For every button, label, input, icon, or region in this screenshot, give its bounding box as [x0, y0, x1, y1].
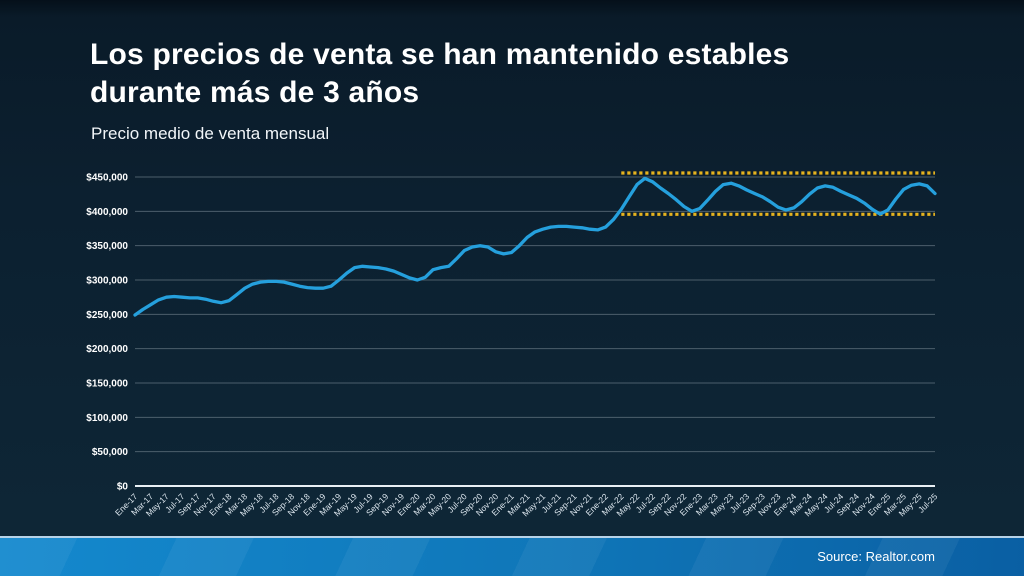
y-tick-label: $400,000 [86, 207, 128, 218]
y-tick-label: $0 [117, 482, 129, 493]
price-line [133, 176, 937, 317]
y-tick-label: $250,000 [86, 310, 128, 321]
source-label: Source: Realtor.com [817, 549, 935, 564]
y-tick-label: $200,000 [86, 344, 128, 355]
y-tick-label: $100,000 [86, 413, 128, 424]
footer-bar: Source: Realtor.com [0, 536, 1024, 576]
chart-subtitle: Precio medio de venta mensual [91, 124, 330, 143]
title-line-1: Los precios de venta se han mantenido es… [90, 38, 790, 71]
y-tick-label: $50,000 [92, 447, 129, 458]
y-tick-label: $450,000 [86, 173, 128, 184]
title-line-2: durante más de 3 años [90, 76, 420, 109]
y-tick-label: $150,000 [86, 379, 128, 390]
y-tick-label: $300,000 [86, 276, 128, 287]
slide-title: Los precios de venta se han mantenido es… [90, 36, 789, 112]
y-tick-label: $350,000 [86, 241, 128, 252]
